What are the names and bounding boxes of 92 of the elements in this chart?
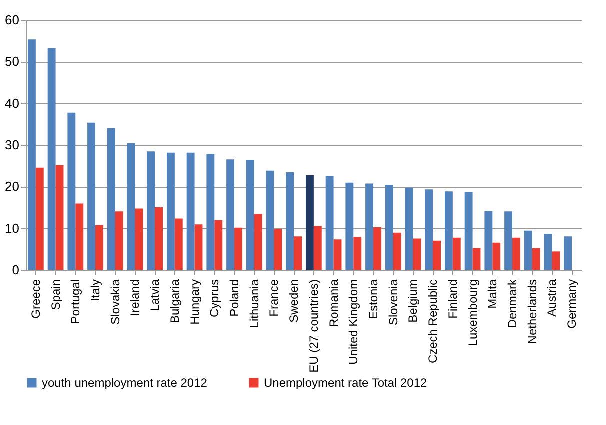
bar	[326, 176, 334, 270]
bar	[286, 172, 294, 270]
y-tick-label: 50	[5, 54, 20, 70]
bar	[334, 240, 342, 270]
x-tick-label: Czech Republic	[426, 280, 440, 364]
y-tick-label: 20	[5, 179, 20, 194]
bar	[564, 236, 572, 270]
bar	[472, 248, 481, 270]
x-tick-label: Malta	[486, 279, 500, 309]
x-tick-label: EU (27 countries)	[306, 280, 321, 373]
bar	[226, 160, 234, 270]
x-tick-label: France	[267, 279, 282, 317]
bar	[374, 228, 382, 270]
bar	[385, 185, 394, 270]
bar	[186, 152, 195, 270]
bar	[492, 242, 501, 270]
y-tick-label: 30	[5, 138, 20, 152]
bar	[96, 225, 104, 270]
bar	[48, 48, 56, 270]
bar	[135, 208, 144, 270]
bar	[393, 232, 402, 270]
bar	[433, 240, 442, 270]
bar	[147, 152, 156, 270]
bar	[246, 160, 254, 270]
bar	[274, 229, 282, 270]
x-tick-label: Latvia	[148, 279, 162, 312]
bar	[532, 248, 540, 270]
bar	[354, 237, 362, 270]
bar	[88, 122, 96, 270]
x-tick-label: Belgium	[406, 280, 420, 323]
legend-label: youth unemployment rate 2012	[42, 376, 208, 390]
bar	[504, 212, 512, 270]
x-tick-label: Romania	[326, 279, 341, 328]
x-tick-label: United Kingdom	[346, 280, 361, 365]
bar	[306, 175, 314, 270]
bar	[544, 234, 552, 270]
x-tick-label: Portugal	[68, 280, 83, 324]
bar	[425, 190, 434, 270]
bar	[346, 182, 354, 270]
bar	[413, 238, 422, 270]
bar	[155, 208, 164, 270]
bar	[464, 192, 473, 270]
bar	[174, 218, 183, 270]
y-tick-label: 60	[5, 12, 20, 28]
x-tick-label: Bulgaria	[168, 279, 182, 324]
bar	[115, 212, 124, 270]
bar	[524, 230, 532, 270]
bar	[254, 214, 262, 270]
bar	[28, 40, 36, 270]
bar	[452, 238, 461, 270]
bar	[127, 143, 136, 270]
x-tick-label: Sweden	[287, 280, 302, 323]
x-tick-label: Italy	[88, 280, 102, 302]
bar	[36, 168, 44, 270]
bar	[314, 226, 322, 270]
x-tick-label: Denmark	[506, 278, 520, 328]
bar	[484, 211, 493, 270]
bar	[68, 112, 76, 270]
x-tick-label: Lithuania	[247, 279, 262, 328]
bar	[166, 152, 175, 270]
bar	[512, 238, 520, 270]
bar	[107, 128, 116, 270]
bar	[206, 154, 215, 270]
x-tick-label: Austria	[545, 279, 560, 317]
x-tick-label: Luxembourg	[466, 280, 480, 346]
x-tick-label: Ireland	[128, 280, 142, 316]
bar	[266, 170, 274, 270]
x-tick-label: Greece	[28, 279, 43, 319]
x-tick-label: Finland	[446, 280, 460, 319]
x-tick-label: Estonia	[366, 279, 380, 320]
y-tick-label: 10	[5, 220, 20, 236]
bar	[56, 165, 64, 270]
bar	[294, 236, 302, 270]
y-tick-label: 40	[5, 96, 20, 111]
x-tick-label: Cyprus	[208, 280, 222, 318]
bar	[444, 192, 453, 270]
bar	[405, 188, 414, 270]
bar	[76, 204, 84, 270]
x-tick-label: Poland	[228, 280, 242, 317]
x-tick-label: Slovenia	[386, 279, 400, 326]
bar	[194, 224, 203, 270]
bar	[214, 220, 223, 270]
x-tick-label: Netherlands	[525, 280, 540, 344]
y-tick-label: 0	[12, 262, 20, 278]
legend-label: Unemployment rate Total 2012	[264, 376, 428, 390]
x-tick-label: Spain	[48, 280, 63, 310]
bar	[366, 184, 374, 270]
x-tick-label: Hungary	[188, 280, 202, 325]
x-tick-label: Slovakia	[108, 279, 122, 325]
x-tick-label: Germany	[565, 280, 580, 329]
bar	[234, 228, 242, 270]
bar	[552, 252, 560, 270]
